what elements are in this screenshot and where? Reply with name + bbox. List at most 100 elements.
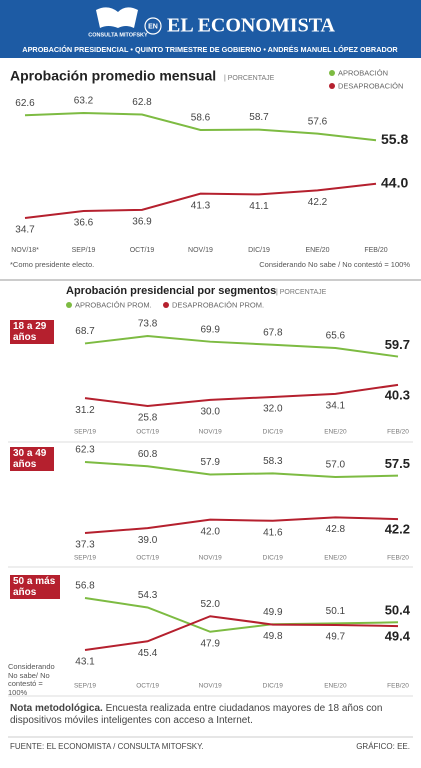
value-label: 58.3: [263, 456, 283, 467]
segment-label: 18 a 29 años: [10, 320, 54, 344]
value-label: 49.7: [326, 632, 346, 643]
subtitle: APROBACIÓN PRESIDENCIAL • QUINTO TRIMEST…: [22, 45, 398, 54]
note-text: Encuesta realizada entre ciudadanos mayo…: [10, 703, 383, 726]
unit: | PORCENTAJE: [224, 75, 275, 82]
value-label: 57.6: [308, 116, 328, 127]
value-label: 56.8: [75, 581, 95, 592]
value-label: 62.6: [15, 98, 35, 109]
x-tick-label: SEP/19: [74, 683, 96, 690]
segment-label: 30 a 49 años: [10, 447, 54, 471]
value-label: 73.8: [138, 319, 158, 330]
value-label: 58.6: [191, 113, 211, 124]
legend-swatch: [66, 302, 72, 308]
end-label: 44.0: [381, 174, 408, 190]
value-label: 67.8: [263, 327, 283, 338]
line: [84, 597, 399, 633]
value-label: 50.1: [326, 606, 346, 617]
value-label: 34.7: [15, 225, 35, 236]
x-tick-label: OCT/19: [136, 429, 159, 436]
line: [84, 334, 399, 358]
x-tick-label: DIC/19: [263, 429, 284, 436]
x-tick-label: ENE/20: [324, 555, 347, 562]
value-label: 57.9: [200, 457, 220, 468]
value-label: 43.1: [75, 657, 95, 668]
credit: GRÁFICO: EE.: [356, 742, 410, 751]
x-tick-label: NOV/18*: [11, 247, 39, 254]
legend-label: DESAPROBACIÓN PROM.: [172, 300, 264, 309]
value-label: 52.0: [200, 599, 220, 610]
value-label: 31.2: [75, 405, 95, 416]
line: [84, 461, 399, 479]
value-label: 41.3: [191, 200, 211, 211]
x-tick-label: ENE/20: [324, 429, 347, 436]
x-tick-label: DIC/19: [263, 555, 284, 562]
x-tick-label: FEB/20: [364, 247, 387, 254]
x-tick-label: DIC/19: [263, 683, 284, 690]
x-tick-label: FEB/20: [387, 683, 409, 690]
x-tick-label: ENE/20: [305, 247, 329, 254]
value-label: 30.0: [200, 407, 220, 418]
end-label: 55.8: [381, 131, 408, 147]
x-tick-label: SEP/19: [74, 555, 96, 562]
section-title: Aprobación presidencial por segmentos: [66, 285, 276, 297]
value-label: 62.8: [132, 97, 152, 108]
value-label: 60.8: [138, 449, 158, 460]
x-tick-label: OCT/19: [130, 247, 155, 254]
legend-swatch: [329, 83, 335, 89]
x-tick-label: OCT/19: [136, 555, 159, 562]
chart-title: Aprobación promedio mensual: [10, 68, 216, 84]
value-label: 42.2: [308, 197, 328, 208]
value-label: 47.9: [200, 638, 220, 649]
value-label: 42.8: [326, 524, 346, 535]
value-label: 41.1: [249, 201, 269, 212]
legend-swatch: [163, 302, 169, 308]
value-label: 63.2: [74, 96, 94, 107]
x-tick-label: DIC/19: [248, 247, 270, 254]
value-label: 62.3: [75, 445, 95, 456]
x-tick-label: OCT/19: [136, 683, 159, 690]
x-tick-label: ENE/20: [324, 683, 347, 690]
side-note: Considerando No sabe/ No contestó = 100%: [8, 662, 55, 697]
line: [84, 615, 399, 651]
x-tick-label: SEP/19: [72, 247, 96, 254]
en-text: EN: [148, 23, 158, 30]
value-label: 36.6: [74, 218, 94, 229]
value-label: 65.6: [326, 331, 346, 342]
value-label: 32.0: [263, 404, 283, 415]
note-title: Nota metodológica.: [10, 703, 103, 714]
value-label: 69.9: [200, 324, 220, 335]
end-label: 57.5: [385, 456, 410, 471]
x-tick-label: SEP/19: [74, 429, 96, 436]
end-label: 42.2: [385, 522, 410, 537]
legend-label: DESAPROBACIÓN: [338, 81, 403, 90]
legend-swatch: [329, 70, 335, 76]
value-label: 54.3: [138, 590, 158, 601]
line: [24, 111, 377, 142]
value-label: 37.3: [75, 540, 95, 551]
line: [84, 516, 399, 534]
value-label: 49.9: [263, 607, 283, 618]
value-label: 58.7: [249, 112, 269, 123]
header-band: [0, 0, 421, 58]
end-label: 59.7: [385, 337, 410, 352]
legend-label: APROBACIÓN PROM.: [75, 300, 152, 309]
x-tick-label: NOV/19: [188, 247, 213, 254]
legend-label: APROBACIÓN: [338, 68, 388, 77]
value-label: 68.7: [75, 326, 95, 337]
footnote: Considerando No sabe / No contestó = 100…: [259, 260, 410, 269]
value-label: 42.0: [200, 526, 220, 537]
end-label: 50.4: [385, 603, 411, 618]
line: [84, 383, 399, 408]
x-tick-label: NOV/19: [199, 555, 223, 562]
value-label: 25.8: [138, 413, 158, 424]
footnote: *Como presidente electo.: [10, 260, 94, 269]
source: FUENTE: EL ECONOMISTA / CONSULTA MITOFSK…: [10, 742, 204, 751]
masthead: EL ECONOMISTA: [167, 15, 336, 37]
logo-mark: [96, 7, 138, 28]
value-label: 57.0: [326, 460, 346, 471]
segment-label: 50 a más años: [10, 575, 60, 599]
value-label: 49.8: [263, 631, 283, 642]
end-label: 40.3: [385, 387, 410, 402]
